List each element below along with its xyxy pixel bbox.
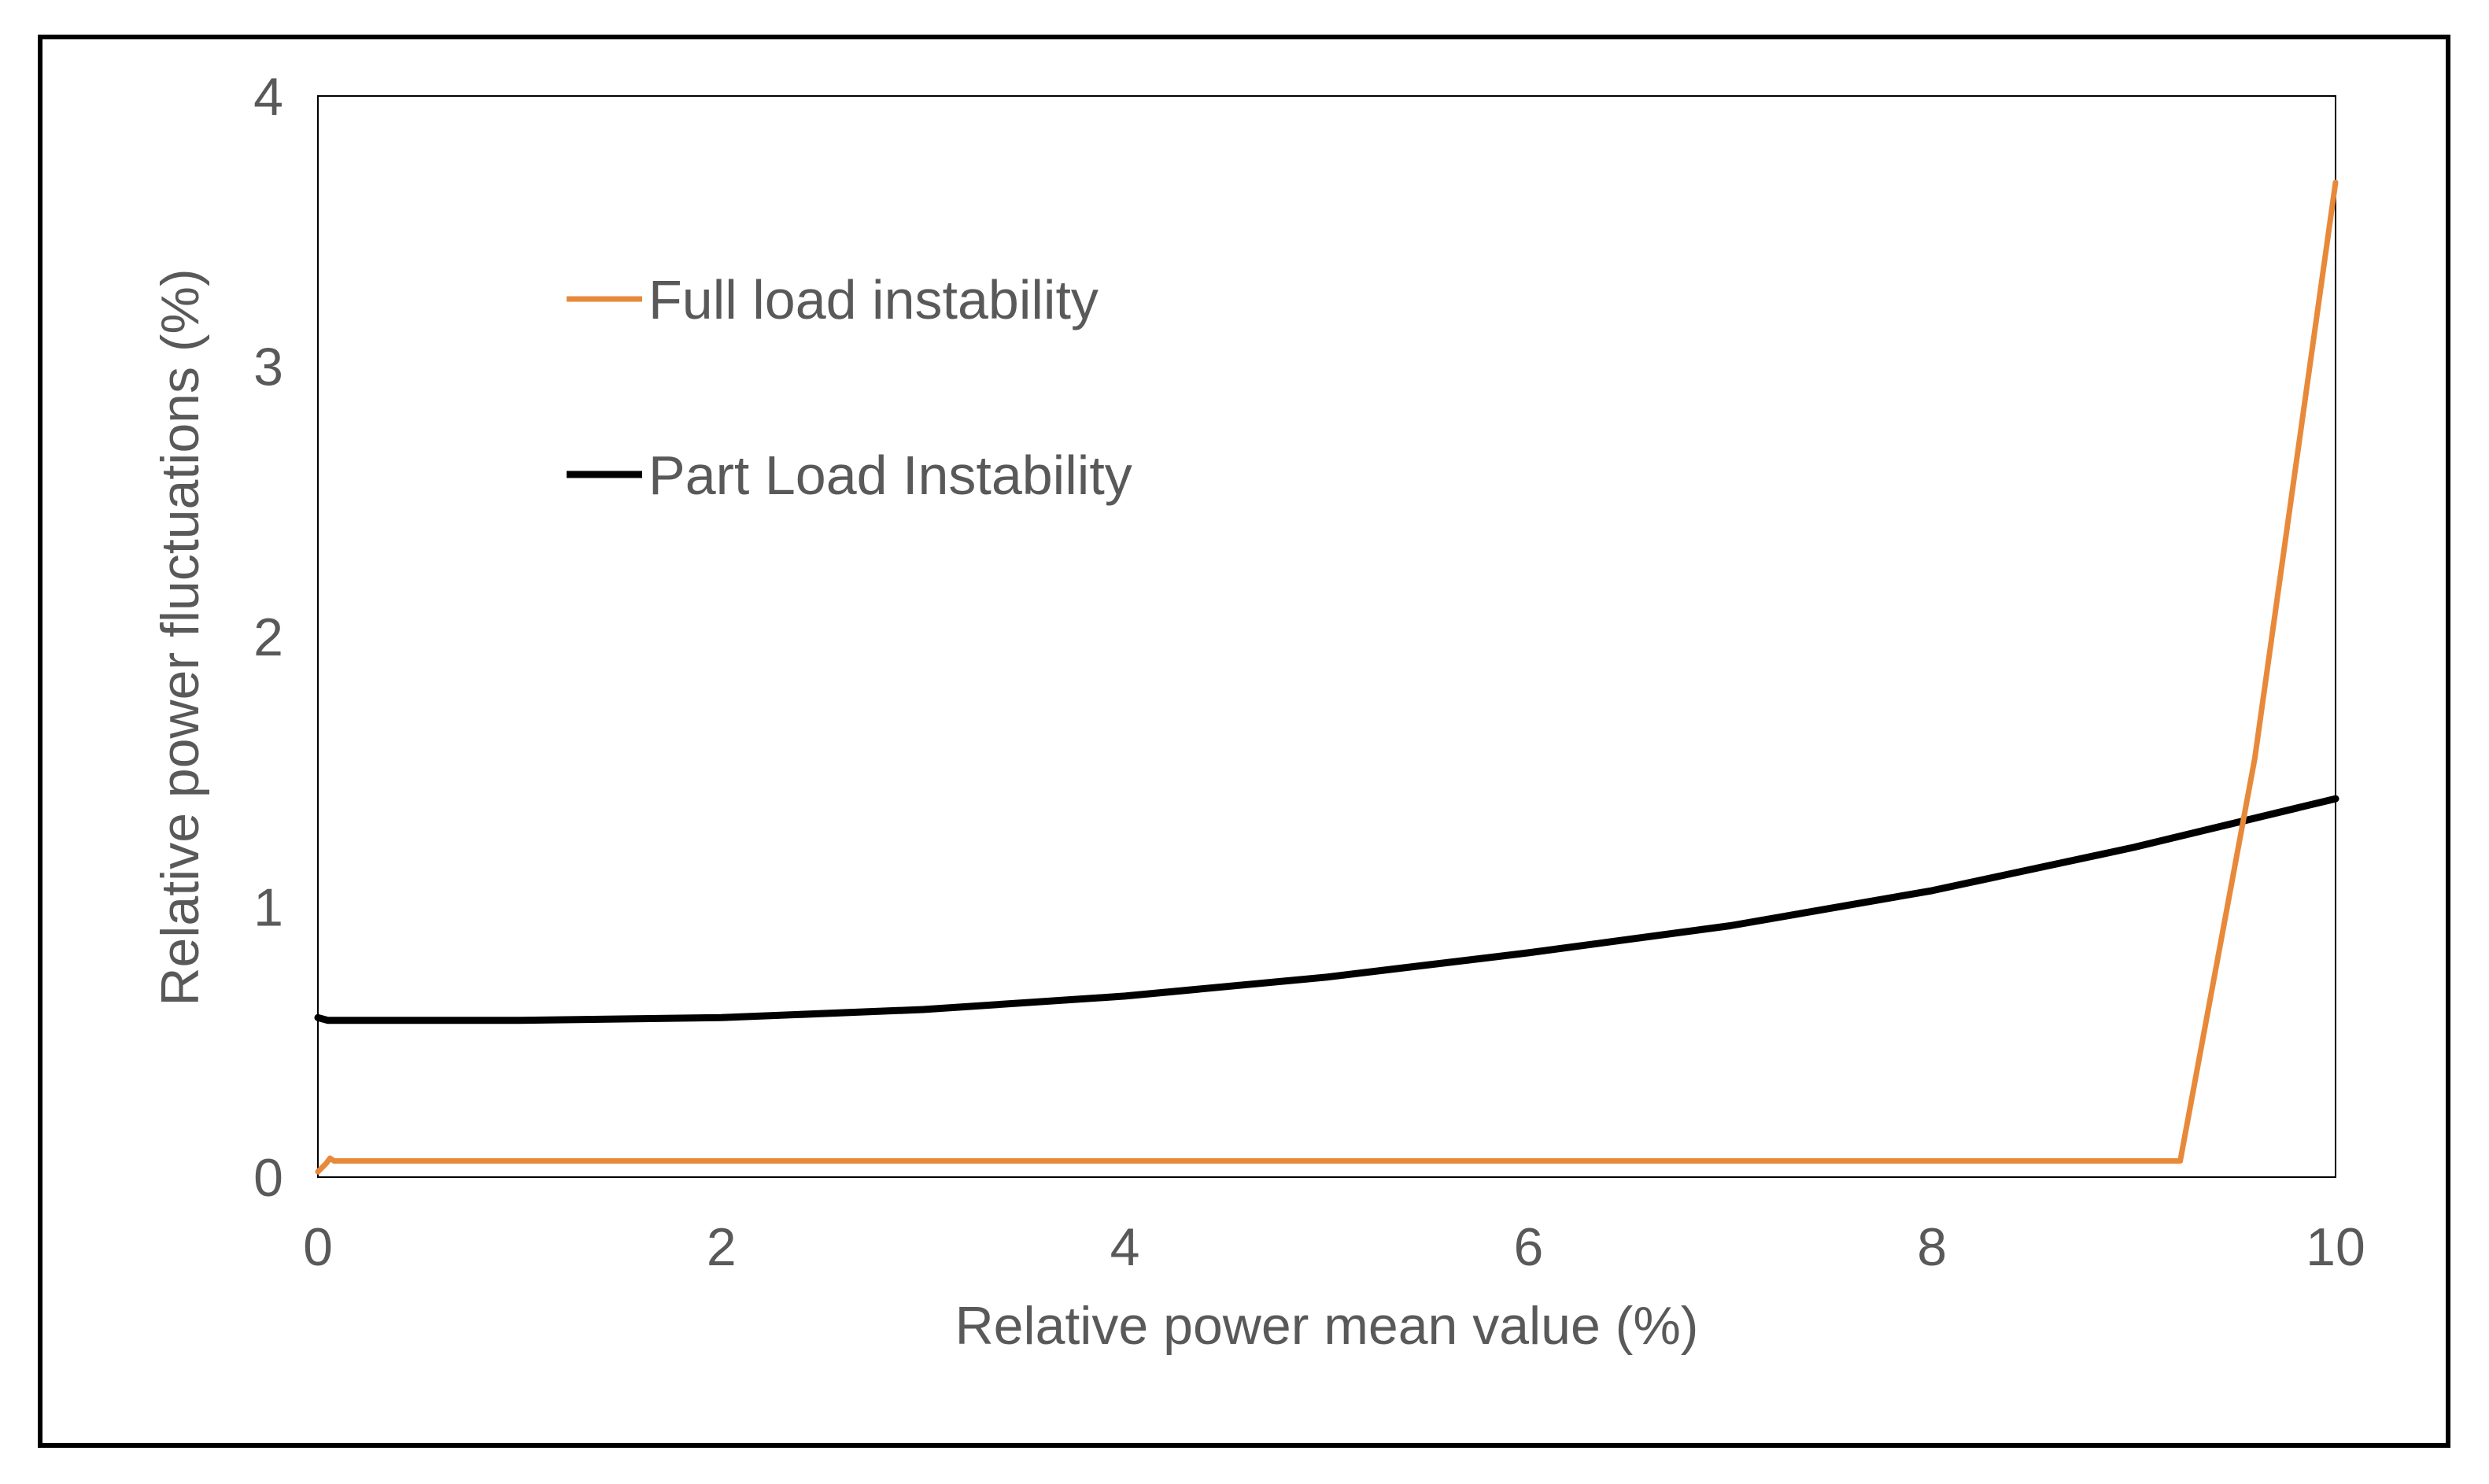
y-axis-ticks: 0 1 2 3 4 xyxy=(253,67,283,1208)
x-tick-label: 2 xyxy=(707,1217,737,1277)
legend-label-full-load: Full load instability xyxy=(648,269,1099,330)
x-axis-title: Relative power mean value (%) xyxy=(955,1296,1699,1356)
series-layer xyxy=(314,179,2339,1175)
legend-label-part-load: Part Load Instability xyxy=(648,445,1132,506)
y-tick-label: 2 xyxy=(253,607,283,667)
chart-frame: 0 1 2 3 4 0 2 4 6 8 10 Relative power mean value … xyxy=(38,35,2450,1448)
y-tick-label: 1 xyxy=(253,878,283,938)
plot-area xyxy=(317,95,2336,1178)
x-axis-ticks: 0 2 4 6 8 10 xyxy=(303,1217,2365,1277)
y-tick-label: 4 xyxy=(253,67,283,127)
x-tick-label: 6 xyxy=(1513,1217,1543,1277)
x-tick-label: 4 xyxy=(1110,1217,1140,1277)
x-tick-label: 10 xyxy=(2306,1217,2365,1277)
series-line-full-load xyxy=(315,179,2339,1175)
series-line-part-load xyxy=(314,795,2339,1024)
line-chart: 0 1 2 3 4 0 2 4 6 8 10 Relative power mean value … xyxy=(150,67,2365,1356)
legend: Full load instability Part Load Instabil… xyxy=(567,269,1132,506)
y-axis-title: Relative power fluctuations (%) xyxy=(150,268,210,1006)
y-tick-label: 0 xyxy=(253,1148,283,1208)
x-tick-label: 8 xyxy=(1917,1217,1947,1277)
y-tick-label: 3 xyxy=(253,338,283,397)
x-tick-label: 0 xyxy=(303,1217,333,1277)
